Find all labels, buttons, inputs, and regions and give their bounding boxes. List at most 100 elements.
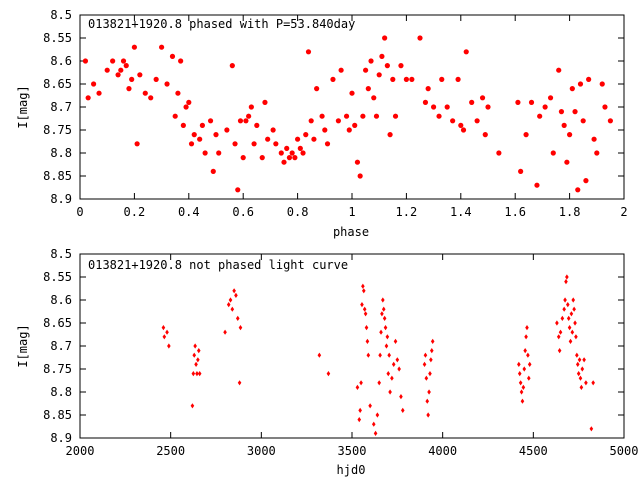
data-point — [556, 67, 562, 73]
data-point — [235, 315, 240, 321]
data-point — [558, 329, 563, 335]
data-point — [417, 35, 423, 41]
data-point — [137, 72, 143, 78]
data-point — [359, 380, 363, 386]
data-point — [352, 122, 358, 128]
data-point — [314, 86, 320, 92]
data-point — [379, 329, 383, 335]
data-point — [523, 132, 529, 138]
data-point — [357, 417, 362, 423]
data-point — [262, 99, 268, 105]
data-point — [474, 118, 480, 124]
data-point — [167, 343, 171, 349]
data-point — [188, 141, 195, 147]
data-point — [202, 150, 208, 156]
data-point — [571, 297, 576, 303]
data-point — [363, 67, 369, 73]
x-tick-label: 1.4 — [450, 205, 472, 219]
data-point — [165, 329, 169, 335]
data-point — [429, 348, 434, 354]
data-point — [485, 104, 491, 110]
data-point — [148, 95, 154, 101]
data-point — [216, 150, 222, 156]
data-point — [120, 58, 127, 64]
data-point — [431, 104, 437, 110]
data-point — [169, 53, 176, 60]
x-tick-label: 2 — [620, 205, 627, 219]
data-point — [524, 334, 528, 340]
data-point — [186, 99, 192, 105]
data-point — [210, 168, 216, 174]
data-point — [422, 361, 427, 367]
y-tick-label: 8.85 — [43, 408, 72, 422]
data-point — [425, 398, 430, 404]
data-point — [429, 357, 433, 363]
plot-title: 013821+1920.8 not phased light curve — [88, 258, 348, 272]
data-point — [373, 113, 380, 119]
y-tick-label: 8.55 — [43, 31, 72, 45]
data-point — [450, 118, 456, 124]
data-point — [115, 72, 121, 78]
data-point — [248, 104, 254, 110]
data-point — [439, 76, 445, 82]
y-tick-label: 8.7 — [50, 100, 72, 114]
phased-light-curve-plot: I[mag] phase 013821+1920.8 phased with P… — [16, 8, 628, 239]
data-point — [424, 375, 429, 381]
data-point — [534, 182, 540, 188]
x-tick-label: 0.8 — [287, 205, 309, 219]
data-point — [517, 361, 521, 367]
plot-frame — [79, 14, 625, 200]
data-point — [278, 150, 284, 156]
data-point — [392, 113, 399, 119]
data-point — [458, 122, 464, 128]
data-point — [580, 118, 586, 124]
data-point — [391, 361, 396, 367]
data-point — [589, 426, 594, 432]
data-point — [564, 279, 568, 285]
data-point — [197, 136, 203, 142]
data-point — [569, 311, 574, 317]
data-point — [384, 63, 390, 69]
data-point — [558, 109, 565, 115]
x-axis-label: hjd0 — [337, 463, 366, 477]
data-point — [319, 113, 325, 119]
data-point — [349, 90, 355, 96]
data-point — [360, 113, 366, 119]
data-point — [427, 389, 431, 395]
data-point — [518, 168, 524, 174]
data-point — [338, 67, 344, 73]
y-tick-label: 8.65 — [43, 316, 72, 330]
data-point — [311, 136, 317, 142]
data-point — [579, 384, 584, 390]
data-point — [523, 348, 527, 354]
data-point — [322, 127, 328, 133]
data-point — [193, 343, 197, 349]
data-point — [251, 141, 257, 147]
data-point — [577, 357, 582, 363]
data-point — [560, 315, 565, 321]
data-point — [286, 155, 293, 161]
data-point — [358, 407, 362, 413]
data-point — [371, 421, 376, 427]
y-tick-label: 8.9 — [50, 431, 72, 445]
data-point — [469, 99, 475, 105]
data-point — [526, 352, 530, 358]
y-tick-label: 8.75 — [43, 362, 72, 376]
data-point — [196, 348, 201, 354]
data-point — [428, 371, 432, 377]
data-point — [528, 99, 535, 105]
data-point — [463, 49, 469, 55]
y-axis-label: I[mag] — [16, 85, 30, 128]
y-tick-label: 8.8 — [50, 146, 72, 160]
data-point — [297, 145, 303, 151]
data-point — [159, 44, 165, 50]
data-point — [379, 53, 385, 60]
unphased-light-curve-plot: I[mag] hjd0 013821+1920.8 not phased lig… — [16, 247, 638, 477]
data-point — [305, 49, 312, 55]
data-point — [397, 366, 401, 372]
data-point — [568, 338, 573, 344]
data-point — [519, 389, 524, 395]
data-point — [378, 352, 382, 358]
data-point — [496, 150, 502, 156]
